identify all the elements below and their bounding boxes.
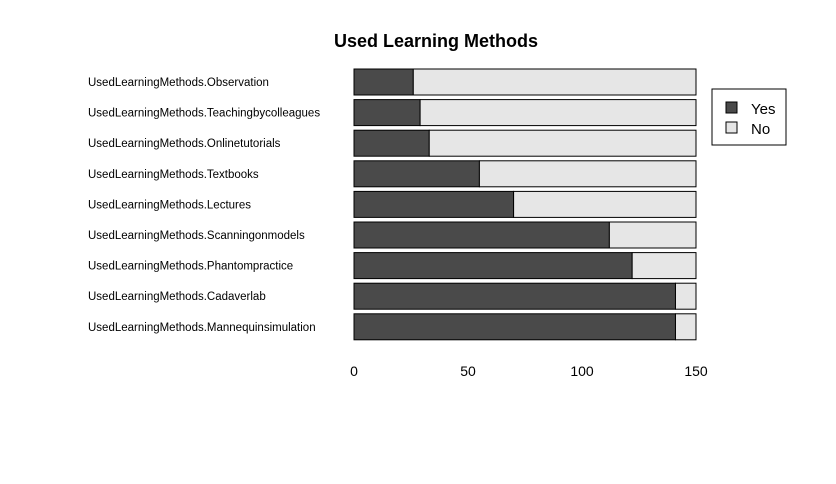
x-axis: 0 50 100 150 bbox=[350, 363, 708, 379]
category-label: UsedLearningMethods.Textbooks bbox=[88, 169, 259, 181]
x-tick-label: 50 bbox=[460, 363, 476, 379]
category-label: UsedLearningMethods.Observation bbox=[88, 77, 269, 89]
bar-no-6 bbox=[631, 252, 697, 280]
legend-label-no: No bbox=[751, 121, 770, 138]
bar-yes-2 bbox=[353, 129, 430, 157]
category-label: UsedLearningMethods.Teachingbycolleagues bbox=[88, 108, 320, 120]
legend: Yes No bbox=[711, 88, 787, 146]
legend-swatch-yes bbox=[725, 101, 738, 114]
category-labels: UsedLearningMethods.Observation UsedLearn… bbox=[88, 77, 320, 334]
category-label: UsedLearningMethods.Lectures bbox=[88, 199, 251, 211]
bar-yes-0 bbox=[353, 68, 414, 96]
x-tick-label: 0 bbox=[350, 363, 358, 379]
bar-yes-6 bbox=[353, 252, 633, 280]
bars-layer bbox=[353, 68, 697, 341]
bar-no-3 bbox=[478, 160, 697, 188]
x-tick-label: 100 bbox=[570, 363, 594, 379]
bar-no-7 bbox=[674, 282, 697, 310]
bar-no-8 bbox=[674, 313, 697, 341]
bar-no-4 bbox=[513, 190, 697, 218]
category-label: UsedLearningMethods.Mannequinsimulation bbox=[88, 322, 316, 334]
bar-no-1 bbox=[419, 99, 697, 127]
category-label: UsedLearningMethods.Onlinetutorials bbox=[88, 138, 281, 150]
legend-swatch-no bbox=[725, 121, 738, 134]
bar-yes-8 bbox=[353, 313, 676, 341]
x-tick-label: 150 bbox=[684, 363, 708, 379]
bar-yes-3 bbox=[353, 160, 480, 188]
bar-yes-7 bbox=[353, 282, 676, 310]
category-label: UsedLearningMethods.Scanningonmodels bbox=[88, 230, 305, 242]
category-label: UsedLearningMethods.Cadaverlab bbox=[88, 291, 266, 303]
bar-yes-1 bbox=[353, 99, 421, 127]
bar-no-2 bbox=[428, 129, 697, 157]
bar-no-5 bbox=[608, 221, 697, 249]
chart-title: Used Learning Methods bbox=[334, 31, 538, 51]
bar-no-0 bbox=[412, 68, 697, 96]
bar-yes-5 bbox=[353, 221, 610, 249]
legend-label-yes: Yes bbox=[751, 101, 775, 118]
bar-yes-4 bbox=[353, 190, 515, 218]
legend-box bbox=[711, 88, 787, 146]
category-label: UsedLearningMethods.Phantompractice bbox=[88, 261, 293, 273]
